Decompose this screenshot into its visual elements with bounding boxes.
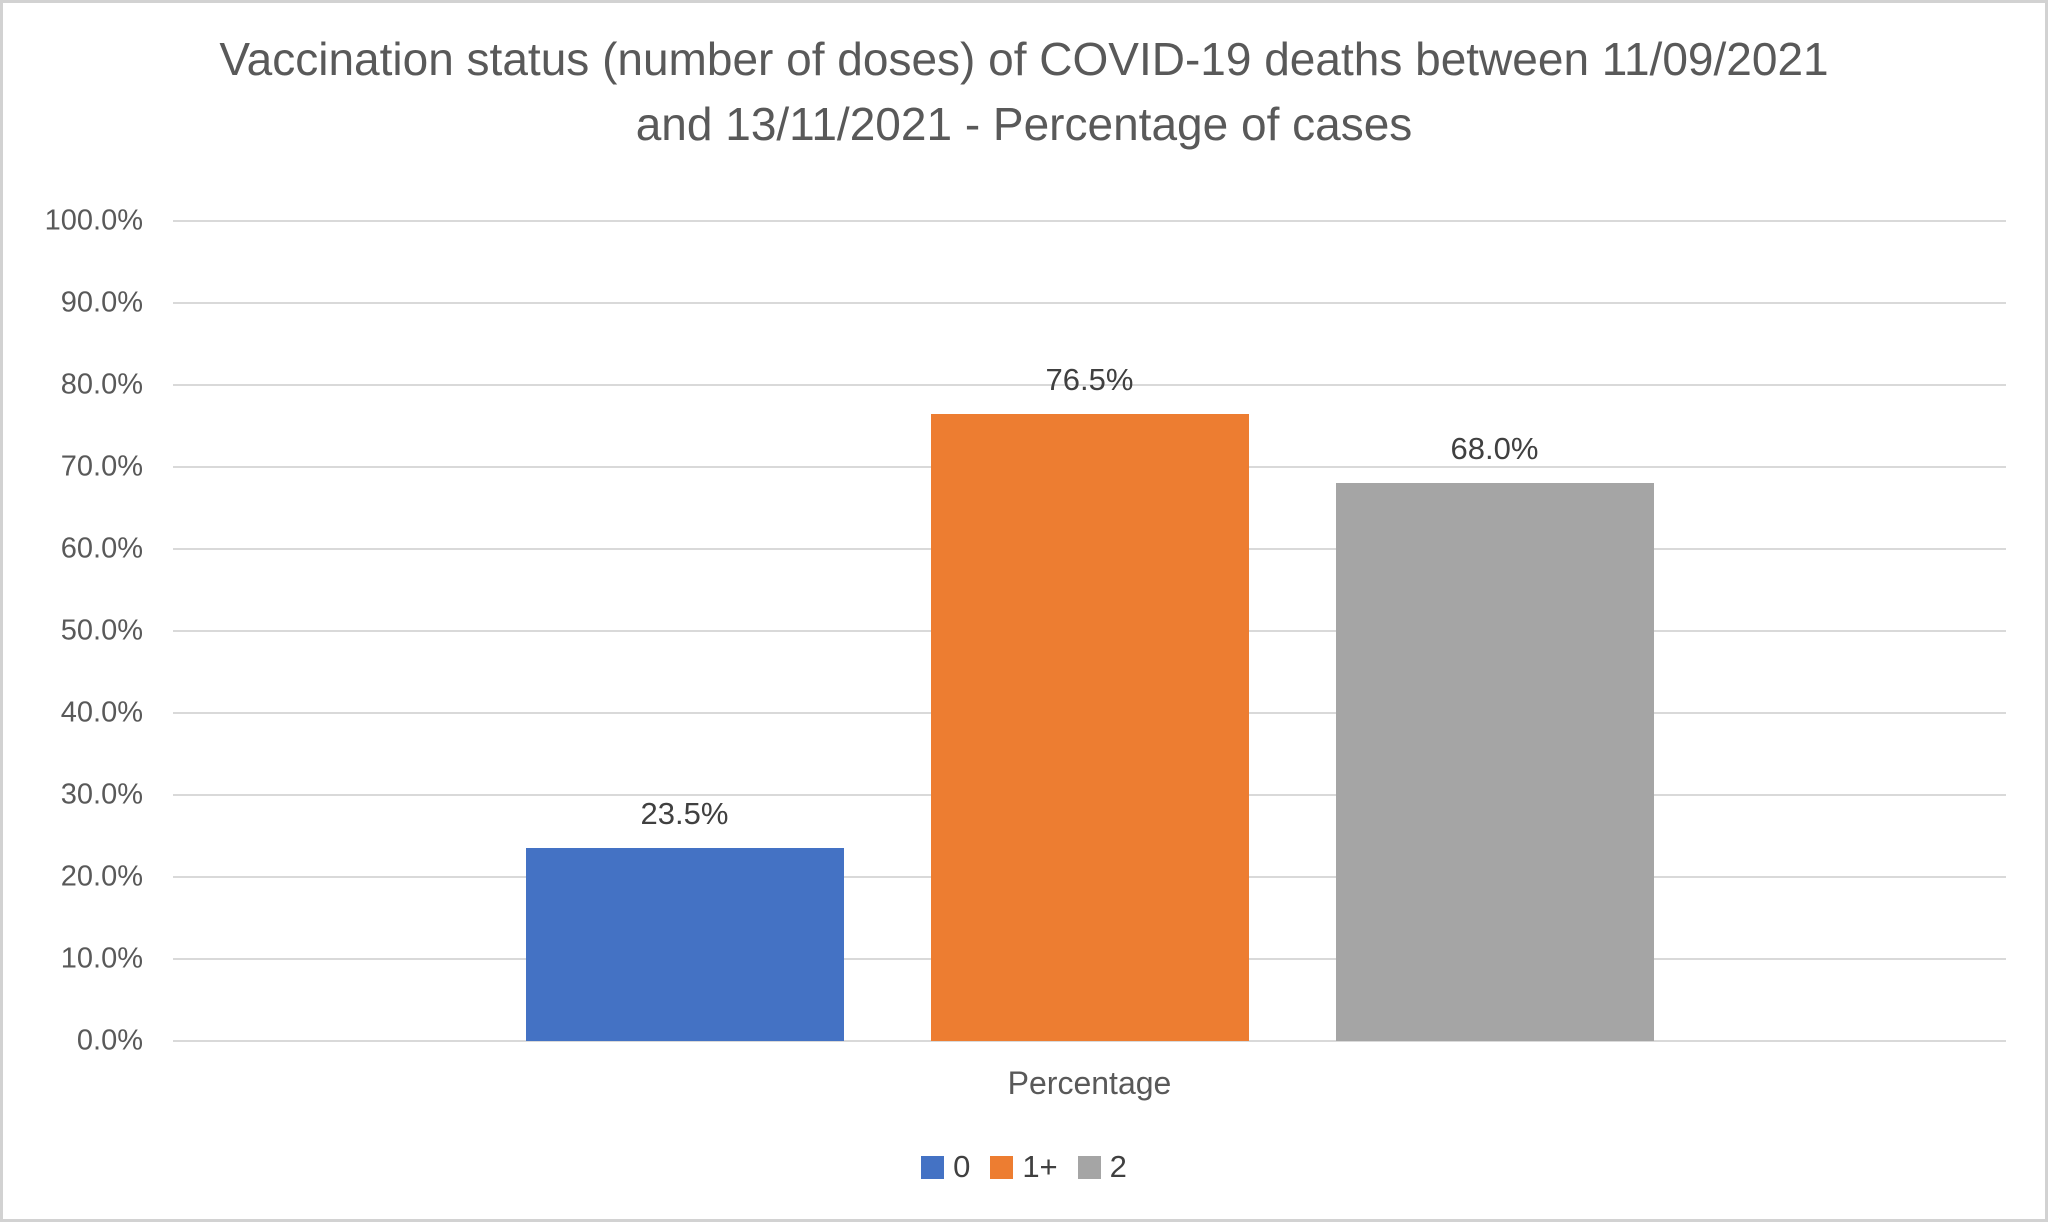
gridline [173,1040,2006,1042]
y-axis-tick-label: 100.0% [44,204,143,237]
legend-item-label: 1+ [1022,1149,1058,1184]
y-axis-tick-label: 70.0% [60,450,143,483]
y-axis-tick-label: 0.0% [76,1024,143,1057]
bar-value-label: 76.5% [1045,361,1134,397]
legend-swatch-icon [990,1155,1014,1179]
legend-item: 1+ [990,1149,1058,1185]
legend-swatch-icon [921,1155,945,1179]
y-axis-tick-label: 20.0% [60,860,143,893]
x-axis-label: Percentage [1007,1065,1172,1101]
y-axis-tick-label: 30.0% [60,778,143,811]
legend-item: 2 [1077,1149,1127,1185]
gridline [173,220,2006,222]
y-axis-tick-label: 80.0% [60,368,143,401]
bar-2 [1335,483,1654,1041]
bar-1+ [930,413,1249,1041]
legend-item: 0 [921,1149,970,1185]
y-axis-tick-label: 90.0% [60,286,143,319]
legend-item-label: 0 [953,1149,971,1184]
gridline [173,384,2006,386]
y-axis-tick-label: 50.0% [60,614,143,647]
legend-item-label: 2 [1109,1149,1127,1184]
gridline [173,302,2006,304]
plot-area: 23.5% 76.5% 68.0% [173,220,2006,1042]
bar-value-label: 23.5% [640,796,729,832]
y-axis-tick-label: 40.0% [60,696,143,729]
legend: 0 1+ 2 [3,1149,2045,1185]
chart-title: Vaccination status (number of doses) of … [219,33,1829,151]
bar-0 [525,848,844,1041]
bar-value-label: 68.0% [1450,431,1539,467]
y-axis-tick-label: 60.0% [60,532,143,565]
y-axis-tick-label: 10.0% [60,942,143,975]
y-axis: 0.0% 10.0% 20.0% 30.0% 40.0% 50.0% 60.0% 70.0% 8… [3,205,143,1057]
legend-swatch-icon [1077,1155,1101,1179]
